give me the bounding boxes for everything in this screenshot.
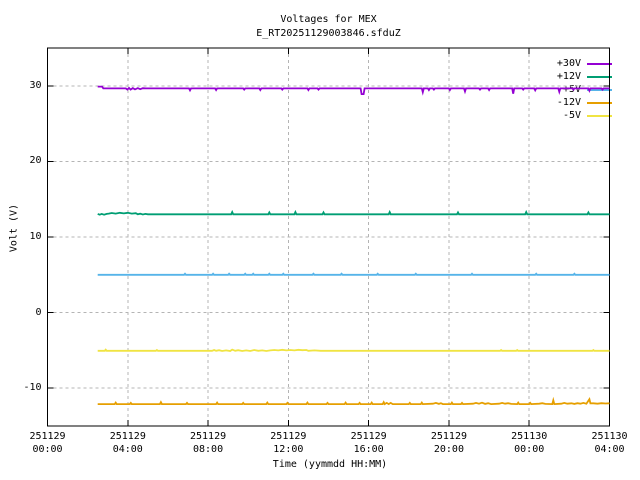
legend-line-sample bbox=[587, 76, 612, 78]
legend-label: -12V bbox=[556, 97, 581, 108]
x-axis-label: Time (yymmdd HH:MM) bbox=[272, 459, 388, 470]
y-axis-label: Volt (V) bbox=[8, 203, 20, 253]
legend-line-sample bbox=[587, 102, 612, 104]
legend-label: +30V bbox=[556, 58, 581, 69]
legend-line-sample bbox=[587, 89, 612, 91]
series-line--5V bbox=[97, 348, 610, 352]
chart-subtitle: E_RT20251129003846.sfduZ bbox=[256, 28, 401, 39]
series-line--12V bbox=[97, 396, 610, 406]
legend-label: +12V bbox=[556, 71, 581, 82]
legend-line-sample bbox=[587, 63, 612, 65]
series-line-+30V bbox=[97, 85, 610, 96]
legend-label: +5V bbox=[562, 84, 581, 95]
legend-label: -5V bbox=[562, 110, 581, 121]
series-line-+12V bbox=[97, 209, 610, 216]
series-line-+5V bbox=[97, 272, 610, 276]
chart-title: Voltages for MEX bbox=[280, 14, 377, 25]
chart-header: Voltages for MEX E_RT20251129003846.sfdu… bbox=[17, 13, 640, 41]
legend-line-sample bbox=[587, 115, 612, 117]
